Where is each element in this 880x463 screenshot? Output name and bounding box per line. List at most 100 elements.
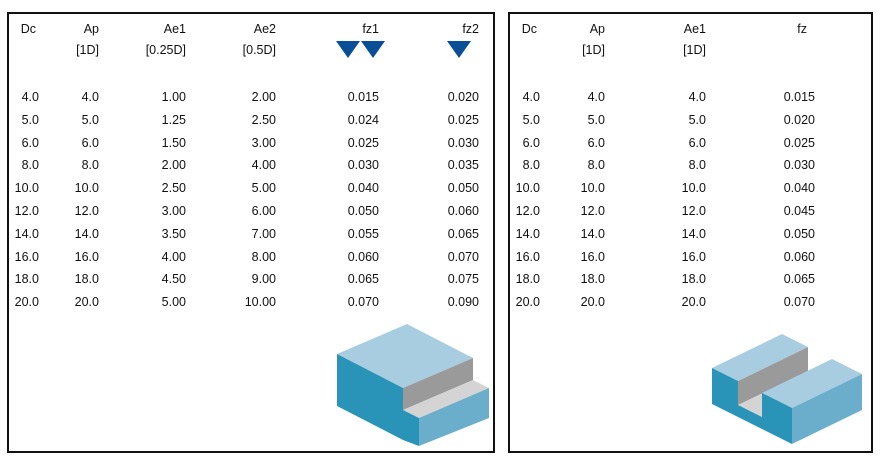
table-cell: 8.0 xyxy=(522,158,540,173)
table-cell: 14.0 xyxy=(681,226,706,241)
table-cell: 5.00 xyxy=(251,181,276,196)
step-wall-face xyxy=(403,358,473,410)
step-front-riser xyxy=(403,410,419,446)
table-row: 12.0 12.0 3.00 6.00 0.050 0.060 xyxy=(9,204,493,218)
table-cell: 4.0 xyxy=(21,90,39,104)
left-wall-top-face xyxy=(712,334,808,381)
header-ae2: Ae2 xyxy=(253,22,276,36)
table-row: 8.0 8.0 2.00 4.00 0.030 0.035 xyxy=(9,158,493,172)
table-cell: 8.0 xyxy=(688,158,706,173)
table-cell: 0.015 xyxy=(783,90,815,104)
table-cell: 1.50 xyxy=(161,135,186,150)
double-down-triangle-icon xyxy=(336,41,386,59)
table-cell: 2.00 xyxy=(251,90,276,104)
table-cell: 8.0 xyxy=(587,158,605,173)
table-cell: 12.0 xyxy=(515,204,540,218)
table-cell: 0.025 xyxy=(783,135,815,150)
table-cell: 16.0 xyxy=(681,249,706,264)
subheader-ae1: [1D] xyxy=(683,43,706,57)
table-cell: 18.0 xyxy=(14,272,39,287)
block-side-face xyxy=(419,388,489,446)
table-row: 5.0 5.0 5.0 0.020 xyxy=(510,113,871,127)
table-cell: 6.0 xyxy=(522,135,540,150)
table-row: 5.0 5.0 1.25 2.50 0.024 0.025 xyxy=(9,113,493,127)
table-cell: 10.0 xyxy=(515,181,540,196)
table-cell: 10.0 xyxy=(681,181,706,196)
block-front-face xyxy=(337,354,403,440)
table-row: 16.0 16.0 4.00 8.00 0.060 0.070 xyxy=(9,250,493,264)
table-cell: 0.050 xyxy=(347,204,379,218)
table-cell: 0.020 xyxy=(447,90,479,104)
table-cell: 18.0 xyxy=(681,272,706,287)
table-cell: 4.0 xyxy=(522,90,540,104)
table-cell: 10.0 xyxy=(74,181,99,196)
header-fz: fz xyxy=(797,22,807,36)
table-cell: 6.0 xyxy=(587,135,605,150)
table-cell: 14.0 xyxy=(14,226,39,241)
table-cell: 0.065 xyxy=(447,226,479,241)
slot-far-wall-face xyxy=(738,347,808,405)
table-cell: 5.0 xyxy=(522,112,540,127)
table-cell: 0.025 xyxy=(447,112,479,127)
table-cell: 3.00 xyxy=(161,204,186,218)
header-fz1: fz1 xyxy=(362,22,379,36)
table-cell: 4.0 xyxy=(688,90,706,104)
table-cell: 6.0 xyxy=(21,135,39,150)
table-cell: 14.0 xyxy=(515,226,540,241)
table-cell: 0.060 xyxy=(783,249,815,264)
table-row: 16.0 16.0 16.0 0.060 xyxy=(510,250,871,264)
table-row: 10.0 10.0 10.0 0.040 xyxy=(510,181,871,195)
table-cell: 14.0 xyxy=(74,226,99,241)
table-cell: 0.045 xyxy=(783,204,815,218)
header-ap: Ap xyxy=(589,22,605,36)
table-cell: 3.50 xyxy=(161,226,186,241)
table-cell: 5.0 xyxy=(587,112,605,127)
table-cell: 8.0 xyxy=(21,158,39,173)
table-cell: 4.50 xyxy=(161,272,186,287)
right-wall-top-face xyxy=(762,359,862,408)
table-cell: 0.024 xyxy=(347,112,379,127)
table-row: 6.0 6.0 6.0 0.025 xyxy=(510,136,871,150)
step-shoulder-milling-block-icon xyxy=(337,324,489,446)
table-cell: 2.50 xyxy=(161,181,186,196)
table-cell: 0.060 xyxy=(347,249,379,264)
table-cell: 20.0 xyxy=(74,295,99,310)
table-cell: 5.00 xyxy=(161,295,186,310)
table-row: 14.0 14.0 14.0 0.050 xyxy=(510,227,871,241)
table-cell: 12.0 xyxy=(14,204,39,218)
table-cell: 9.00 xyxy=(251,272,276,287)
table-row: 6.0 6.0 1.50 3.00 0.025 0.030 xyxy=(9,136,493,150)
table-cell: 0.065 xyxy=(347,272,379,287)
table-cell: 0.015 xyxy=(347,90,379,104)
table-row: 14.0 14.0 3.50 7.00 0.055 0.065 xyxy=(9,227,493,241)
table-row: 10.0 10.0 2.50 5.00 0.040 0.050 xyxy=(9,181,493,195)
table-row: 20.0 20.0 5.00 10.00 0.070 0.090 xyxy=(9,295,493,309)
table-cell: 20.0 xyxy=(580,295,605,310)
table-cell: 2.00 xyxy=(161,158,186,173)
table-cell: 16.0 xyxy=(580,249,605,264)
block-top-face xyxy=(337,324,473,388)
table-cell: 14.0 xyxy=(580,226,605,241)
table-cell: 10.00 xyxy=(244,295,276,310)
table-row: 18.0 18.0 4.50 9.00 0.065 0.075 xyxy=(9,272,493,286)
table-cell: 0.030 xyxy=(783,158,815,173)
table-cell: 10.0 xyxy=(580,181,605,196)
table-cell: 6.00 xyxy=(251,204,276,218)
table-cell: 20.0 xyxy=(681,295,706,310)
table-row: 20.0 20.0 20.0 0.070 xyxy=(510,295,871,309)
table-cell: 0.035 xyxy=(447,158,479,173)
table-cell: 0.025 xyxy=(347,135,379,150)
table-row: 18.0 18.0 18.0 0.065 xyxy=(510,272,871,286)
table-cell: 18.0 xyxy=(515,272,540,287)
table-cell: 4.0 xyxy=(81,90,99,104)
table-cell: 0.030 xyxy=(447,135,479,150)
table-cell: 0.075 xyxy=(447,272,479,287)
block-front-face xyxy=(712,368,792,444)
table-cell: 5.0 xyxy=(81,112,99,127)
table-cell: 10.0 xyxy=(14,181,39,196)
table-cell: 4.0 xyxy=(587,90,605,104)
subheader-ae1: [0.25D] xyxy=(145,43,186,57)
table-cell: 0.040 xyxy=(347,181,379,196)
table-cell: 4.00 xyxy=(161,249,186,264)
table-cell: 0.070 xyxy=(347,295,379,310)
